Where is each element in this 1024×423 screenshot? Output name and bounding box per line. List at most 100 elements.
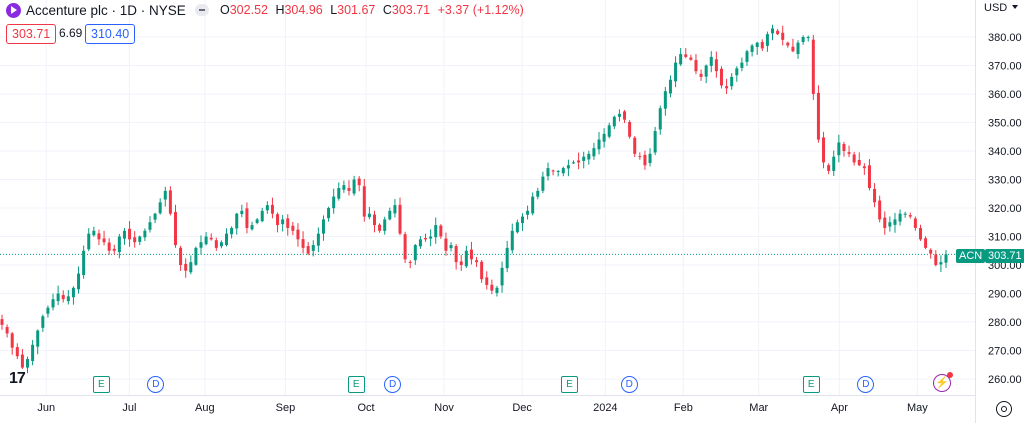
candle-body <box>240 210 244 214</box>
dividend-marker[interactable]: D <box>620 376 638 393</box>
candle-body <box>816 92 820 140</box>
candle-body <box>592 148 596 157</box>
sell-price-button[interactable]: 303.71 <box>6 24 57 44</box>
currency-selector[interactable]: USD <box>984 2 1018 14</box>
candle-body <box>740 62 744 68</box>
candle-body <box>332 196 336 209</box>
candle-body <box>842 143 846 151</box>
candle-body <box>204 236 208 245</box>
candle-body <box>112 248 116 251</box>
x-tick-label: Dec <box>512 402 532 414</box>
candle-body <box>663 91 667 109</box>
candle-body <box>704 65 708 77</box>
accenture-logo-icon <box>6 3 21 18</box>
earnings-marker[interactable]: E <box>347 376 365 393</box>
dividend-marker[interactable]: D <box>147 376 165 393</box>
candle-body <box>128 228 132 240</box>
candle-body <box>46 307 50 314</box>
candle-body <box>418 239 422 247</box>
candle-body <box>918 228 922 240</box>
candle-body <box>301 239 305 248</box>
candle-body <box>362 186 366 217</box>
candle-body <box>684 54 688 57</box>
candle-body <box>306 246 310 254</box>
candle-body <box>867 165 871 189</box>
candle-body <box>347 187 351 191</box>
flash-news-icon[interactable]: ⚡ <box>932 372 953 392</box>
candle-body <box>505 247 509 269</box>
chart-title: Accenture plc · 1D · NYSE <box>26 3 186 18</box>
earnings-marker[interactable]: E <box>560 376 578 393</box>
candle-body <box>286 218 290 228</box>
candle-body <box>648 153 652 164</box>
dividend-marker[interactable]: D <box>384 376 402 393</box>
y-tick-label: 290.00 <box>988 289 1022 301</box>
candle-body <box>194 247 198 265</box>
candle-body <box>260 210 264 222</box>
candle-body <box>408 261 412 263</box>
candle-body <box>730 76 734 87</box>
candle-body <box>822 137 826 163</box>
candle-body <box>51 299 55 308</box>
earnings-marker[interactable]: E <box>92 376 110 393</box>
candle-body <box>658 108 662 130</box>
candle-body <box>929 249 933 254</box>
candle-body <box>556 170 560 172</box>
x-tick-label: Feb <box>674 402 693 414</box>
candle-body <box>760 42 764 49</box>
candle-body <box>291 225 295 231</box>
candle-body <box>832 156 836 171</box>
earnings-marker[interactable]: E <box>802 376 820 393</box>
buy-price-button[interactable]: 310.40 <box>85 24 136 44</box>
chart-settings-icon[interactable] <box>996 401 1012 417</box>
y-tick-label: 280.00 <box>988 317 1022 329</box>
candle-body <box>327 208 331 219</box>
tradingview-logo-icon[interactable]: 17 <box>9 370 26 387</box>
candle-body <box>888 222 892 227</box>
candle-body <box>459 261 463 265</box>
candle-body <box>173 212 177 246</box>
candle-body <box>944 254 948 263</box>
candle-body <box>668 79 672 94</box>
candle-body <box>903 213 907 215</box>
candle-body <box>714 59 718 72</box>
candle-body <box>745 51 749 62</box>
candle-body <box>189 262 193 273</box>
y-tick-label: 300.00 <box>988 260 1022 272</box>
y-tick-label: 310.00 <box>988 232 1022 244</box>
candle-body <box>577 160 581 163</box>
candle-body <box>184 263 188 271</box>
candle-body <box>801 37 805 43</box>
candle-body <box>806 37 810 38</box>
candle-body <box>541 176 545 191</box>
candle-body <box>31 344 35 361</box>
candle-body <box>199 242 203 248</box>
candle-body <box>26 359 30 368</box>
candle-body <box>469 249 473 260</box>
open-value: 302.52 <box>229 3 268 17</box>
candle-body <box>454 246 458 263</box>
candle-body <box>913 218 917 228</box>
candle-body <box>490 284 494 291</box>
y-tick-label: 340.00 <box>988 146 1022 158</box>
candle-body <box>270 204 274 214</box>
close-value: 303.71 <box>391 3 431 17</box>
y-tick-label: 270.00 <box>988 346 1022 358</box>
candle-body <box>699 73 703 77</box>
candle-body <box>342 185 346 190</box>
x-tick-label: Aug <box>195 402 215 414</box>
candle-body <box>776 30 780 35</box>
candle-body <box>791 46 795 52</box>
high-value: 304.96 <box>284 3 323 17</box>
candle-body <box>862 166 866 169</box>
dividend-marker[interactable]: D <box>857 376 875 393</box>
candle-body <box>15 347 19 357</box>
candle-body <box>873 188 877 203</box>
collapse-legend-button[interactable] <box>195 4 209 16</box>
candle-body <box>827 165 831 171</box>
candle-body <box>439 225 443 237</box>
x-tick-label: Apr <box>831 402 848 414</box>
candle-body <box>510 230 514 251</box>
candle-body <box>934 254 938 265</box>
